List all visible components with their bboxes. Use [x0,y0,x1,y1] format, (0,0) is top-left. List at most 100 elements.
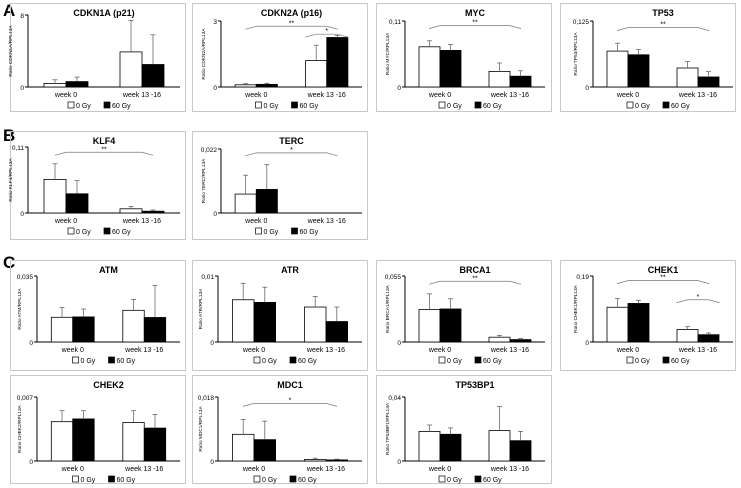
legend-swatch-60-gy [291,101,298,109]
chart-cdkn2a-p16: CDKN2A (p16) 3 0 Ratio CDKN2A/RPL13A week 0 w… [192,3,368,112]
legend-label-0-gy: 0 Gy [447,477,462,484]
chart-title: TERC [279,136,304,146]
y-tick-label-min: 0 [213,85,217,92]
x-tick-label: week 13 -16 [124,347,163,354]
significance-bracket [305,33,349,38]
chart-border [10,260,186,371]
significance-bracket [616,280,710,284]
significance-label: ** [472,20,478,27]
chart-title: CDKN2A (p16) [261,8,322,18]
chart-border [10,131,186,240]
chart-border [192,131,368,240]
y-tick-label-min: 0 [213,211,217,218]
bar-60-gy-week-13-16 [141,210,165,214]
chart-title: TP53BP1 [455,380,494,390]
chart-terc: TERC 0,022 0 Ratio TERC/RPL13A week 0 week 13… [192,131,368,240]
bar-0-gy-week-0 [418,430,441,462]
legend: 0 Gy 60 Gy [438,475,502,484]
y-tick-label-max: 8 [20,13,24,20]
chart-chek1: CHEK1 0,19 0 Ratio CHEK1/RPL13A week 0 week 1… [560,260,736,371]
bar-60-gy-week-13-16 [326,37,349,88]
y-tick-label-max: 3 [213,19,217,26]
significance-bracket [676,299,720,304]
legend: 0 Gy 60 Gy [67,101,131,110]
legend-label-0-gy: 0 Gy [262,358,277,365]
x-tick-label: week 13 -16 [122,92,161,99]
y-axis-label: Ratio MDC1/RPL13A [198,406,204,452]
y-axis-label: Ratio CHEK2/RPL13A [17,404,23,453]
legend: 0 Gy 60 Gy [438,101,502,110]
bar-60-gy-week-0 [72,316,95,343]
x-tick-label: week 13 -16 [490,347,529,354]
y-tick-label-min: 0 [585,85,589,92]
legend-swatch-0-gy [626,101,634,109]
y-tick-label-max: 0,035 [17,274,34,281]
significance-label: ** [660,275,666,282]
chart-title: ATR [281,265,299,275]
y-tick-label-min: 0 [29,459,33,466]
legend-swatch-0-gy [438,101,446,109]
legend: 0 Gy 60 Gy [255,227,319,236]
bar-0-gy-week-0 [50,421,74,462]
x-tick-label: week 13 -16 [306,466,345,473]
legend-swatch-0-gy [67,227,75,235]
chart-border [376,3,552,112]
legend-label-60-gy: 60 Gy [300,229,319,236]
significance-label: ** [472,275,478,282]
x-tick-label: week 13 -16 [307,218,346,225]
legend-label-0-gy: 0 Gy [264,103,279,110]
chart-title: MYC [465,8,486,18]
y-axis-label: Ratio MYC/RPL13A [385,32,391,75]
bar-0-gy-week-0 [43,83,67,88]
chart-title: CHEK2 [93,380,124,390]
bar-60-gy-week-0 [253,439,277,462]
chart-title: BRCA1 [459,265,490,275]
bar-0-gy-week-13-16 [119,51,143,88]
x-tick-label: week 13 -16 [306,347,345,354]
bar-0-gy-week-13-16 [676,67,699,88]
legend: 0 Gy 60 Gy [67,227,131,236]
y-tick-label-max: 0,125 [573,19,590,26]
significance-bracket [245,25,338,30]
bar-60-gy-week-0 [72,418,95,462]
legend-label-0-gy: 0 Gy [447,103,462,110]
y-tick-label-max: 0,055 [385,274,402,281]
significance-bracket [428,280,522,285]
legend-swatch-0-gy [72,475,79,483]
y-tick-label-min: 0 [20,211,24,218]
legend-label-60-gy: 60 Gy [671,358,690,365]
bar-0-gy-week-0 [418,309,441,343]
legend: 0 Gy 60 Gy [626,101,690,110]
bar-0-gy-week-13-16 [119,208,143,214]
legend-swatch-0-gy [626,356,634,364]
x-tick-label: week 13 -16 [122,218,161,225]
chart-myc: MYC 0,11 0 Ratio MYC/RPL13A week 0 week 13 -1… [376,3,552,112]
bar-0-gy-week-0 [50,316,74,343]
section-letter-a: A [3,1,15,20]
x-tick-label: week 0 [428,92,451,99]
x-tick-label: week 13 -16 [307,92,346,99]
x-tick-label: week 0 [428,466,451,473]
y-tick-label-min: 0 [397,459,401,466]
bar-60-gy-week-13-16 [509,440,532,462]
bar-0-gy-week-13-16 [305,60,328,88]
x-tick-label: week 0 [428,347,451,354]
legend-label-0-gy: 0 Gy [264,229,279,236]
legend: 0 Gy 60 Gy [72,475,136,484]
y-tick-label-min: 0 [210,459,214,466]
bar-0-gy-week-13-16 [303,306,327,343]
significance-bracket [54,151,154,156]
legend-swatch-0-gy [438,356,446,364]
y-axis-label: Ratio BRCA1/RPL13A [385,284,391,333]
y-axis-label: Ratio CDKN2A/RPL13A [201,28,207,80]
x-tick-label: week 0 [242,466,265,473]
chart-title: KLF4 [93,136,116,146]
chart-title: ATM [99,265,118,275]
legend-swatch-60-gy [108,475,115,483]
legend-swatch-0-gy [67,101,75,109]
chart-mdc1: MDC1 0,018 0 Ratio MDC1/RPL13A week 0 week 13… [192,375,368,484]
bar-60-gy-week-13-16 [143,427,167,462]
legend: 0 Gy 60 Gy [255,101,319,110]
legend-label-60-gy: 60 Gy [300,103,319,110]
